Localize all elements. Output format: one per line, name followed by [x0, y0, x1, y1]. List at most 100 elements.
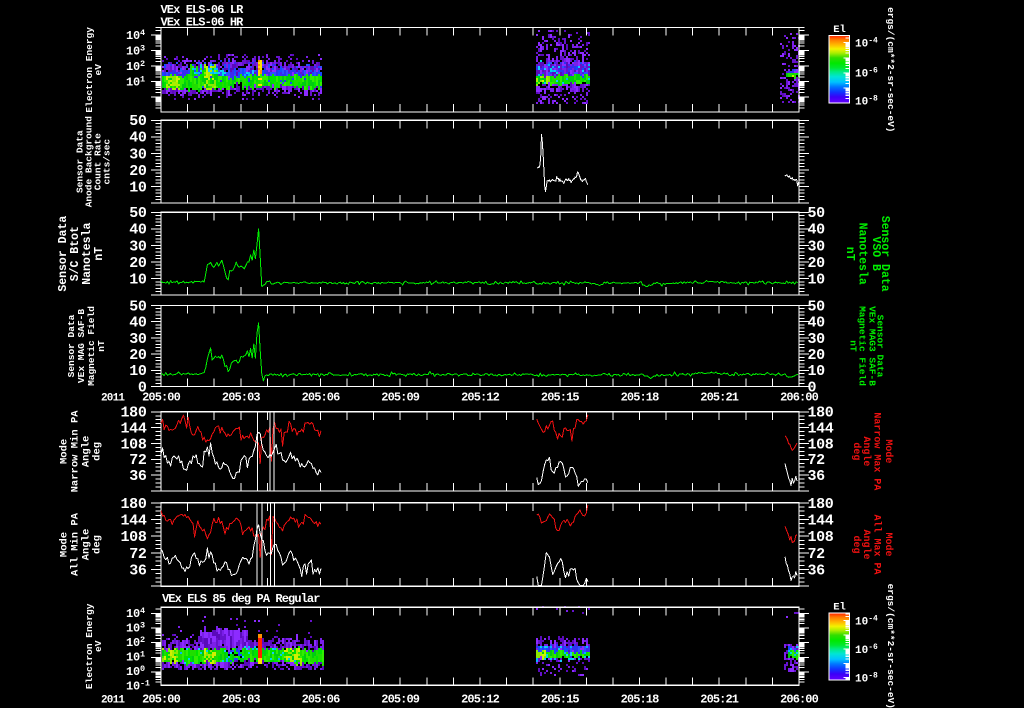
svg-text:72: 72 — [808, 546, 826, 563]
svg-text:108: 108 — [121, 529, 147, 546]
svg-text:50: 50 — [129, 205, 147, 222]
svg-text:Narrow Max PA: Narrow Max PA — [871, 412, 882, 490]
svg-text:Angle: Angle — [860, 436, 872, 466]
svg-text:Angle: Angle — [860, 529, 872, 559]
svg-text:deg: deg — [92, 442, 104, 461]
svg-text:VSO B: VSO B — [869, 236, 882, 271]
svg-text:Electron Energy: Electron Energy — [84, 603, 95, 689]
svg-text:50: 50 — [129, 113, 147, 130]
svg-text:36: 36 — [129, 562, 147, 579]
svg-text:205:12: 205:12 — [461, 391, 500, 405]
svg-text:Sensor Data: Sensor Data — [57, 216, 70, 292]
svg-text:205:00: 205:00 — [142, 391, 181, 405]
svg-text:30: 30 — [808, 331, 826, 348]
svg-text:72: 72 — [129, 452, 147, 469]
svg-text:206:00: 206:00 — [780, 693, 819, 707]
svg-text:30: 30 — [129, 331, 147, 348]
svg-text:50: 50 — [808, 298, 826, 315]
svg-text:205:03: 205:03 — [222, 693, 261, 707]
svg-text:Mode: Mode — [59, 532, 71, 557]
svg-text:10: 10 — [808, 271, 826, 288]
svg-text:VEx ELS-06 LR: VEx ELS-06 LR — [161, 3, 245, 17]
svg-text:Magnetic Field: Magnetic Field — [857, 306, 868, 386]
svg-text:0: 0 — [808, 379, 817, 396]
svg-text:0: 0 — [138, 379, 147, 396]
svg-text:30: 30 — [129, 238, 147, 255]
svg-text:VEx MAG SAF-B: VEx MAG SAF-B — [76, 309, 87, 383]
svg-text:50: 50 — [808, 205, 826, 222]
svg-text:cnts/sec: cnts/sec — [102, 139, 113, 185]
svg-text:40: 40 — [129, 130, 147, 147]
svg-text:20: 20 — [129, 255, 147, 272]
svg-text:Mode: Mode — [882, 532, 894, 556]
svg-text:10: 10 — [129, 363, 147, 380]
svg-text:20: 20 — [129, 347, 147, 364]
svg-text:144: 144 — [808, 421, 834, 438]
svg-text:144: 144 — [808, 513, 834, 530]
svg-text:El: El — [833, 24, 846, 36]
svg-text:eV: eV — [93, 640, 104, 652]
svg-text:205:15: 205:15 — [541, 693, 580, 707]
svg-text:205:18: 205:18 — [621, 693, 660, 707]
svg-text:180: 180 — [808, 405, 834, 422]
svg-text:El: El — [833, 602, 846, 614]
svg-text:2011: 2011 — [101, 695, 125, 707]
svg-text:40: 40 — [808, 222, 826, 239]
svg-text:deg: deg — [92, 535, 104, 554]
svg-text:20: 20 — [808, 347, 826, 364]
svg-text:Sensor Data: Sensor Data — [875, 315, 886, 378]
svg-text:20: 20 — [129, 163, 147, 180]
svg-text:50: 50 — [129, 298, 147, 315]
svg-text:144: 144 — [121, 421, 147, 438]
svg-text:ergs/(cm**2-sr-sec-eV): ergs/(cm**2-sr-sec-eV) — [885, 584, 896, 708]
svg-text:180: 180 — [121, 496, 147, 513]
svg-text:205:12: 205:12 — [461, 693, 500, 707]
svg-text:2011: 2011 — [101, 393, 125, 405]
svg-text:72: 72 — [129, 546, 147, 563]
svg-text:205:06: 205:06 — [302, 391, 341, 405]
svg-text:Sensor Data: Sensor Data — [878, 216, 891, 292]
svg-text:72: 72 — [808, 452, 826, 469]
svg-text:205:09: 205:09 — [381, 391, 420, 405]
svg-text:40: 40 — [808, 315, 826, 332]
svg-text:36: 36 — [129, 468, 147, 485]
svg-text:180: 180 — [808, 496, 834, 513]
svg-text:Angle: Angle — [81, 436, 93, 468]
svg-text:Sensor Data: Sensor Data — [75, 130, 86, 193]
svg-text:Mode: Mode — [882, 439, 894, 463]
svg-text:10: 10 — [129, 271, 147, 288]
svg-text:VEx MAG3 SAF-B: VEx MAG3 SAF-B — [867, 306, 878, 386]
svg-text:Nanotesla: Nanotesla — [81, 223, 94, 285]
svg-text:205:21: 205:21 — [700, 693, 739, 707]
svg-text:VEx ELS-06 HR: VEx ELS-06 HR — [161, 16, 245, 30]
svg-text:205:00: 205:00 — [142, 693, 181, 707]
svg-text:Nanotesla: Nanotesla — [856, 223, 869, 285]
svg-text:Narrow Min PA: Narrow Min PA — [70, 410, 82, 493]
svg-text:108: 108 — [808, 529, 834, 546]
svg-text:36: 36 — [808, 562, 826, 579]
svg-text:205:06: 205:06 — [302, 693, 341, 707]
svg-text:Count Rate: Count Rate — [93, 133, 104, 190]
svg-text:205:15: 205:15 — [541, 391, 580, 405]
svg-text:205:09: 205:09 — [381, 693, 420, 707]
svg-text:205:18: 205:18 — [621, 391, 660, 405]
svg-text:10: 10 — [808, 363, 826, 380]
svg-text:nT: nT — [93, 247, 106, 261]
svg-text:206:00: 206:00 — [780, 391, 819, 405]
svg-text:40: 40 — [129, 222, 147, 239]
svg-text:All Max PA: All Max PA — [871, 514, 883, 574]
svg-text:All Min PA: All Min PA — [70, 512, 82, 576]
svg-text:205:03: 205:03 — [222, 391, 261, 405]
svg-text:Magnetic Field: Magnetic Field — [86, 306, 97, 386]
svg-text:S/C Btot: S/C Btot — [69, 226, 82, 281]
svg-text:Anode Background: Anode Background — [84, 116, 95, 208]
svg-text:108: 108 — [121, 436, 147, 453]
svg-text:VEx ELS 85 deg PA Regular: VEx ELS 85 deg PA Regular — [162, 592, 320, 606]
svg-text:108: 108 — [808, 436, 834, 453]
svg-text:Angle: Angle — [81, 529, 93, 561]
svg-text:20: 20 — [808, 255, 826, 272]
svg-text:Electron Energy: Electron Energy — [84, 27, 95, 113]
svg-text:40: 40 — [129, 315, 147, 332]
svg-text:nT: nT — [848, 340, 859, 352]
svg-text:Mode: Mode — [59, 439, 71, 464]
